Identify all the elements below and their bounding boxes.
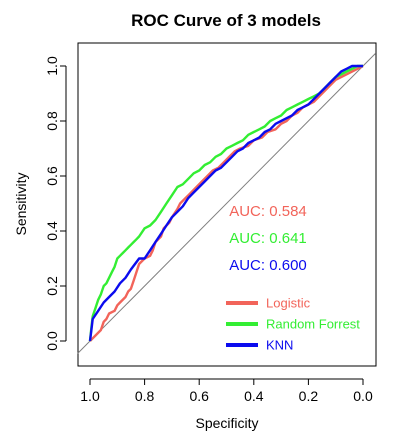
reference-diagonal-line <box>78 54 376 354</box>
y-tick-label: 0.8 <box>44 111 60 131</box>
legend-label: Random Forrest <box>266 317 360 332</box>
x-tick-label: 0.4 <box>244 388 264 404</box>
y-tick-label: 0.2 <box>44 276 60 296</box>
auc-label: AUC: 0.641 <box>229 230 307 247</box>
y-tick-label: 1.0 <box>44 56 60 76</box>
auc-label: AUC: 0.600 <box>229 257 307 274</box>
y-axis: 0.0 0.2 0.4 0.6 0.8 1.0 <box>44 56 66 351</box>
legend-label: Logistic <box>266 296 311 311</box>
legend-label: KNN <box>266 338 293 353</box>
x-axis-title: Specificity <box>195 415 258 431</box>
x-tick-label: 0.8 <box>135 388 155 404</box>
x-axis: 1.0 0.8 0.6 0.4 0.2 0.0 <box>80 379 373 404</box>
y-tick-label: 0.6 <box>44 166 60 186</box>
x-tick-label: 0.6 <box>189 388 209 404</box>
legend: Logistic Random Forrest KNN <box>226 296 360 353</box>
x-tick-label: 1.0 <box>80 388 100 404</box>
auc-label: AUC: 0.584 <box>229 203 307 220</box>
y-tick-label: 0.0 <box>44 331 60 351</box>
y-axis-title: Sensitivity <box>13 172 29 235</box>
y-tick-label: 0.4 <box>44 221 60 241</box>
chart-title: ROC Curve of 3 models <box>131 11 321 30</box>
x-tick-label: 0.2 <box>299 388 319 404</box>
x-tick-label: 0.0 <box>353 388 373 404</box>
auc-annotations: AUC: 0.584 AUC: 0.641 AUC: 0.600 <box>229 203 307 274</box>
